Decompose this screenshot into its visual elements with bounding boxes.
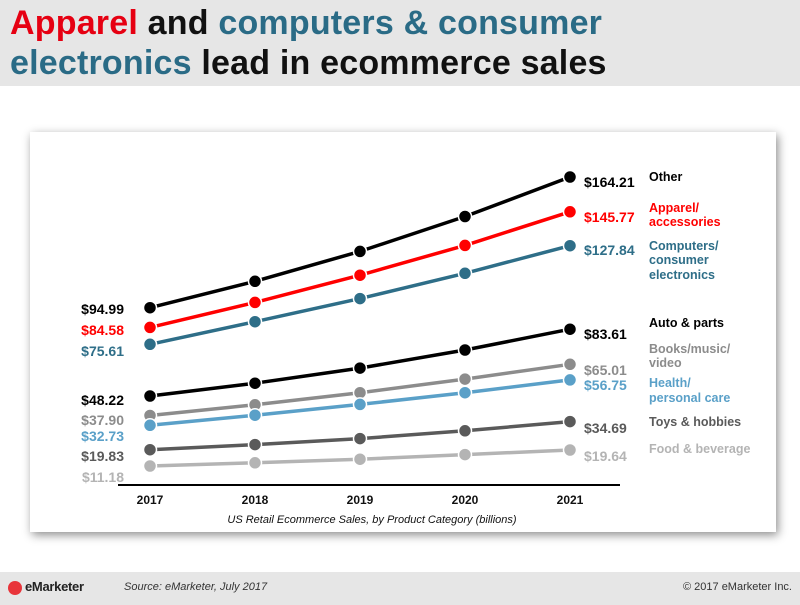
end-value-label: $145.77 <box>584 209 635 225</box>
category-label: Food & beverage <box>649 442 750 456</box>
title-banner: Apparel and computers & consumer electron… <box>0 0 800 86</box>
category-label: video <box>649 356 682 370</box>
data-point <box>457 423 473 439</box>
series-layer <box>142 169 578 474</box>
data-point <box>352 431 368 446</box>
logo-text: eMarketer <box>25 579 84 594</box>
category-label: Apparel/ <box>649 201 700 215</box>
category-label: Computers/ <box>649 239 719 253</box>
data-point <box>562 204 578 220</box>
start-value-label: $84.58 <box>81 322 124 338</box>
title-part-computers: computers & consumer <box>218 4 603 42</box>
x-tick-label: 2018 <box>242 493 269 507</box>
end-value-label: $19.64 <box>584 448 627 464</box>
data-point <box>142 442 158 457</box>
data-point <box>562 442 578 458</box>
title-part-lead: lead in ecommerce sales <box>191 44 607 82</box>
data-point <box>247 274 263 289</box>
start-value-label: $75.61 <box>81 343 124 359</box>
data-point <box>352 451 368 467</box>
data-point <box>142 458 158 474</box>
category-label: accessories <box>649 215 721 229</box>
data-point <box>562 372 578 388</box>
footer: eMarketer Source: eMarketer, July 2017 ©… <box>0 572 800 605</box>
series-line <box>149 175 571 310</box>
data-point <box>562 414 578 429</box>
data-point <box>457 385 473 400</box>
title-part-apparel: Apparel <box>10 4 138 42</box>
series-0 <box>142 169 578 315</box>
copyright-note: © 2017 eMarketer Inc. <box>683 581 792 593</box>
x-tick-layer: 2017 2018 2019 2020 2021 <box>137 493 584 507</box>
data-point <box>352 291 368 306</box>
x-tick-label: 2019 <box>347 493 374 507</box>
data-point <box>142 320 158 335</box>
data-point <box>457 209 473 224</box>
data-point <box>142 418 158 433</box>
data-point <box>247 375 263 391</box>
category-label: Other <box>649 170 682 184</box>
data-point <box>247 314 263 329</box>
series-7 <box>142 442 578 474</box>
data-point <box>457 342 473 358</box>
data-point <box>142 300 158 315</box>
start-value-label: $48.22 <box>81 392 124 408</box>
data-point <box>247 455 263 471</box>
end-value-label: $164.21 <box>584 174 635 190</box>
series-6 <box>142 414 578 457</box>
series-3 <box>142 321 578 404</box>
start-value-label: $11.18 <box>82 469 124 485</box>
data-point <box>562 321 578 337</box>
title-part-and: and <box>138 4 219 42</box>
source-note: Source: eMarketer, July 2017 <box>124 581 268 593</box>
category-label: personal care <box>649 391 730 405</box>
data-point <box>352 267 368 283</box>
x-axis-label: US Retail Ecommerce Sales, by Product Ca… <box>227 514 517 526</box>
category-label: consumer <box>649 253 709 267</box>
category-label: electronics <box>649 268 715 282</box>
x-tick-label: 2021 <box>557 493 584 507</box>
x-tick-label: 2017 <box>137 493 164 507</box>
start-value-label: $94.99 <box>81 301 124 317</box>
data-point <box>562 238 578 253</box>
data-point <box>562 169 578 185</box>
start-value-label: $37.90 <box>81 412 124 428</box>
title-part-electronics: electronics <box>10 44 192 82</box>
end-value-label: $127.84 <box>584 242 635 258</box>
series-4 <box>142 357 578 423</box>
data-point <box>352 360 368 376</box>
page-title: Apparel and computers & consumer electron… <box>10 3 607 83</box>
data-point <box>142 388 158 404</box>
data-point <box>457 266 473 281</box>
data-point <box>457 238 473 253</box>
end-value-label: $83.61 <box>584 326 627 342</box>
series-1 <box>142 204 578 335</box>
category-label: Toys & hobbies <box>649 415 741 429</box>
emarketer-logo-icon <box>8 581 22 595</box>
data-point <box>247 407 263 423</box>
end-value-label: $34.69 <box>584 420 627 436</box>
x-tick-label: 2020 <box>452 493 479 507</box>
data-point <box>142 337 158 352</box>
end-value-label: $65.01 <box>584 362 627 378</box>
end-value-label: $56.75 <box>584 377 627 393</box>
data-point <box>247 295 263 310</box>
start-value-label: $32.73 <box>81 428 124 444</box>
data-point <box>457 371 473 387</box>
category-label: Auto & parts <box>649 316 724 330</box>
series-2 <box>142 238 578 352</box>
category-label: Books/music/ <box>649 342 731 356</box>
chart-svg: $94.99 $164.21 Other $84.58 $145.77 Apparel/a… <box>81 169 750 526</box>
label-layer: $94.99 $164.21 Other $84.58 $145.77 Apparel/a… <box>81 170 750 485</box>
data-point <box>352 397 368 412</box>
series-5 <box>142 372 578 433</box>
data-point <box>562 357 578 372</box>
category-label: Health/ <box>649 376 691 390</box>
data-point <box>352 244 368 259</box>
data-point <box>247 437 263 452</box>
data-point <box>457 447 473 462</box>
start-value-label: $19.83 <box>81 448 124 464</box>
